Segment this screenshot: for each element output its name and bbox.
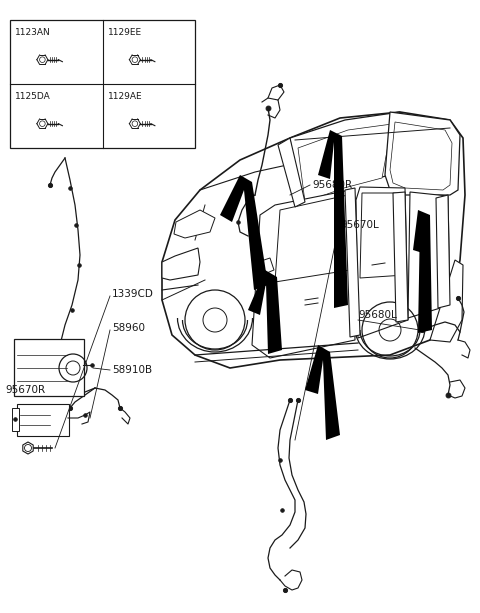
Text: 1339CD: 1339CD [112, 289, 154, 299]
Polygon shape [385, 112, 460, 195]
Text: 95680L: 95680L [358, 310, 397, 320]
Polygon shape [290, 112, 400, 200]
Polygon shape [393, 192, 408, 322]
Text: 95670L: 95670L [340, 220, 379, 230]
Polygon shape [390, 122, 452, 190]
Polygon shape [413, 210, 432, 333]
Bar [10, 20, 195, 148]
Polygon shape [174, 210, 215, 238]
Text: 95680R: 95680R [312, 180, 352, 190]
Polygon shape [298, 124, 392, 202]
Polygon shape [252, 190, 355, 358]
Text: 1123AN: 1123AN [15, 28, 51, 37]
Polygon shape [408, 192, 450, 318]
Polygon shape [345, 188, 360, 337]
Polygon shape [220, 175, 268, 290]
Polygon shape [275, 195, 350, 282]
Polygon shape [436, 195, 450, 308]
Polygon shape [305, 345, 340, 440]
Polygon shape [356, 187, 408, 338]
Polygon shape [162, 248, 200, 280]
Text: 58910B: 58910B [112, 365, 152, 375]
Polygon shape [258, 258, 274, 275]
Polygon shape [248, 270, 282, 354]
Polygon shape [318, 130, 348, 308]
FancyBboxPatch shape [17, 404, 69, 436]
Text: 95670R: 95670R [5, 385, 45, 395]
Text: 1125DA: 1125DA [15, 92, 51, 101]
Text: 1129AE: 1129AE [108, 92, 142, 101]
Polygon shape [162, 112, 465, 368]
FancyBboxPatch shape [14, 339, 84, 396]
Polygon shape [360, 193, 405, 278]
Text: 58960: 58960 [112, 323, 145, 333]
Polygon shape [23, 442, 33, 454]
Polygon shape [278, 138, 305, 207]
FancyBboxPatch shape [12, 408, 19, 430]
Polygon shape [430, 260, 463, 342]
Text: 1129EE: 1129EE [108, 28, 142, 37]
